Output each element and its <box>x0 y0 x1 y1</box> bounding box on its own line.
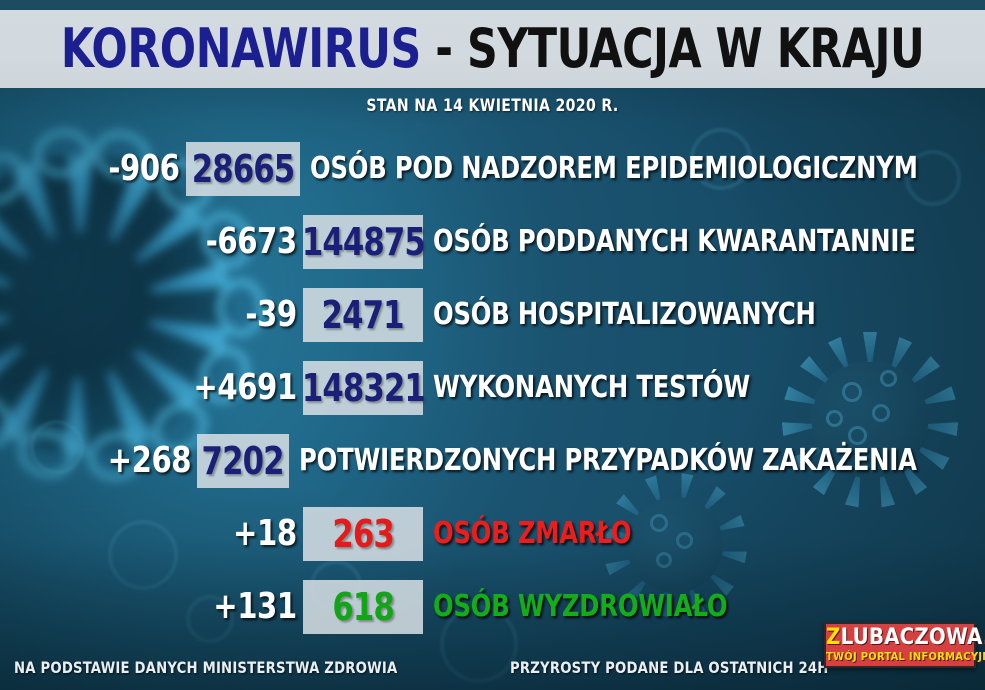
background-bubble <box>440 605 518 683</box>
page-title-rest: - SYTUACJA W KRAJU <box>420 17 925 80</box>
stat-label: WYKONANYCH TESTÓW <box>433 370 750 405</box>
stat-label: OSÓB WYZDROWIAŁO <box>433 589 728 624</box>
publisher-logo-tagline: TWÓJ PORTAL INFORMACYJNY <box>826 650 985 663</box>
stat-delta: +131 <box>213 586 297 627</box>
status-date: STAN NA 14 KWIETNIA 2020 R. <box>366 96 619 116</box>
stat-label: OSÓB PODDANYCH KWARANTANNIE <box>433 224 916 259</box>
page-title: KORONAWIRUS - SYTUACJA W KRAJU <box>61 22 925 76</box>
period-note: PRZYROSTY PODANE DLA OSTATNICH 24H <box>510 658 829 677</box>
stat-delta: +268 <box>107 440 192 481</box>
stat-value-box: 263 <box>303 506 423 561</box>
background-bubble <box>186 595 234 643</box>
publisher-logo-name: ZLUBACZOWA.PL <box>826 625 985 650</box>
stat-row-recovered: +131 618 OSÓB WYZDROWIAŁO <box>0 570 985 643</box>
stat-delta: +4691 <box>193 367 297 408</box>
background-virus-lower-right-icon <box>600 470 750 620</box>
stat-row-quarantine: -6673 144875 OSÓB PODDANYCH KWARANTANNIE <box>0 205 985 278</box>
stat-delta: -39 <box>245 294 297 335</box>
background-bubble <box>905 150 961 206</box>
stat-row-supervision: -906 28665 OSÓB POD NADZOREM EPIDEMIOLOG… <box>0 132 985 205</box>
stat-value: 263 <box>332 511 394 556</box>
title-band: KORONAWIRUS - SYTUACJA W KRAJU <box>0 10 985 88</box>
stat-value: 2471 <box>321 292 405 337</box>
top-strip <box>0 0 985 10</box>
background-virus-right-icon <box>780 330 960 510</box>
stat-value-box: 144875 <box>301 214 425 269</box>
stat-value: 148321 <box>301 365 425 410</box>
source-note: NA PODSTAWIE DANYCH MINISTERSTWA ZDROWIA <box>14 658 398 677</box>
stat-value: 618 <box>332 584 394 629</box>
stat-row-tests: +4691 148321 WYKONANYCH TESTÓW <box>0 351 985 424</box>
stat-delta: -906 <box>108 148 180 189</box>
stat-value-box: 2471 <box>303 287 423 342</box>
stat-row-confirmed-cases: +268 7202 POTWIERDZONYCH PRZYPADKÓW ZAKA… <box>0 424 985 497</box>
publisher-logo-initial: Z <box>826 625 841 650</box>
background-bubble <box>108 520 178 590</box>
stat-value-box: 7202 <box>197 433 289 488</box>
stat-delta: -6673 <box>205 221 297 262</box>
stat-row-deaths: +18 263 OSÓB ZMARŁO <box>0 497 985 570</box>
page-title-highlight: KORONAWIRUS <box>60 17 421 80</box>
stats-list: -906 28665 OSÓB POD NADZOREM EPIDEMIOLOG… <box>0 132 985 643</box>
background-virus-large-icon <box>0 95 290 515</box>
stat-row-hospitalized: -39 2471 OSÓB HOSPITALIZOWANYCH <box>0 278 985 351</box>
stat-value: 7202 <box>201 438 285 483</box>
background-bubble <box>30 420 84 474</box>
stat-delta: +18 <box>233 513 297 554</box>
stat-label: OSÓB HOSPITALIZOWANYCH <box>433 297 816 332</box>
stat-value: 144875 <box>301 219 425 264</box>
stat-label: OSÓB ZMARŁO <box>433 516 632 551</box>
publisher-logo-name-rest: LUBACZOWA.PL <box>840 625 985 650</box>
publisher-logo[interactable]: ZLUBACZOWA.PL TWÓJ PORTAL INFORMACYJNY <box>824 622 985 668</box>
stat-value-box: 28665 <box>185 141 300 196</box>
background-bubble <box>690 128 752 190</box>
stat-value-box: 618 <box>303 579 423 634</box>
stat-value: 28665 <box>191 146 295 191</box>
stat-label: POTWIERDZONYCH PRZYPADKÓW ZAKAŻENIA <box>298 443 917 478</box>
stat-label: OSÓB POD NADZOREM EPIDEMIOLOGICZNYM <box>309 151 918 186</box>
stat-value-box: 148321 <box>301 360 425 415</box>
